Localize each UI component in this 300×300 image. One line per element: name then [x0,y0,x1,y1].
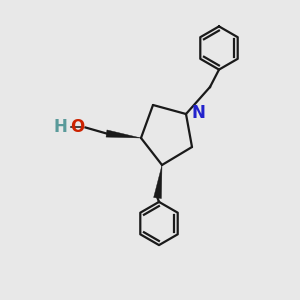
Text: O: O [70,118,84,136]
Text: N: N [191,103,205,122]
Polygon shape [154,165,162,199]
Polygon shape [106,130,141,138]
Text: H: H [54,118,68,136]
